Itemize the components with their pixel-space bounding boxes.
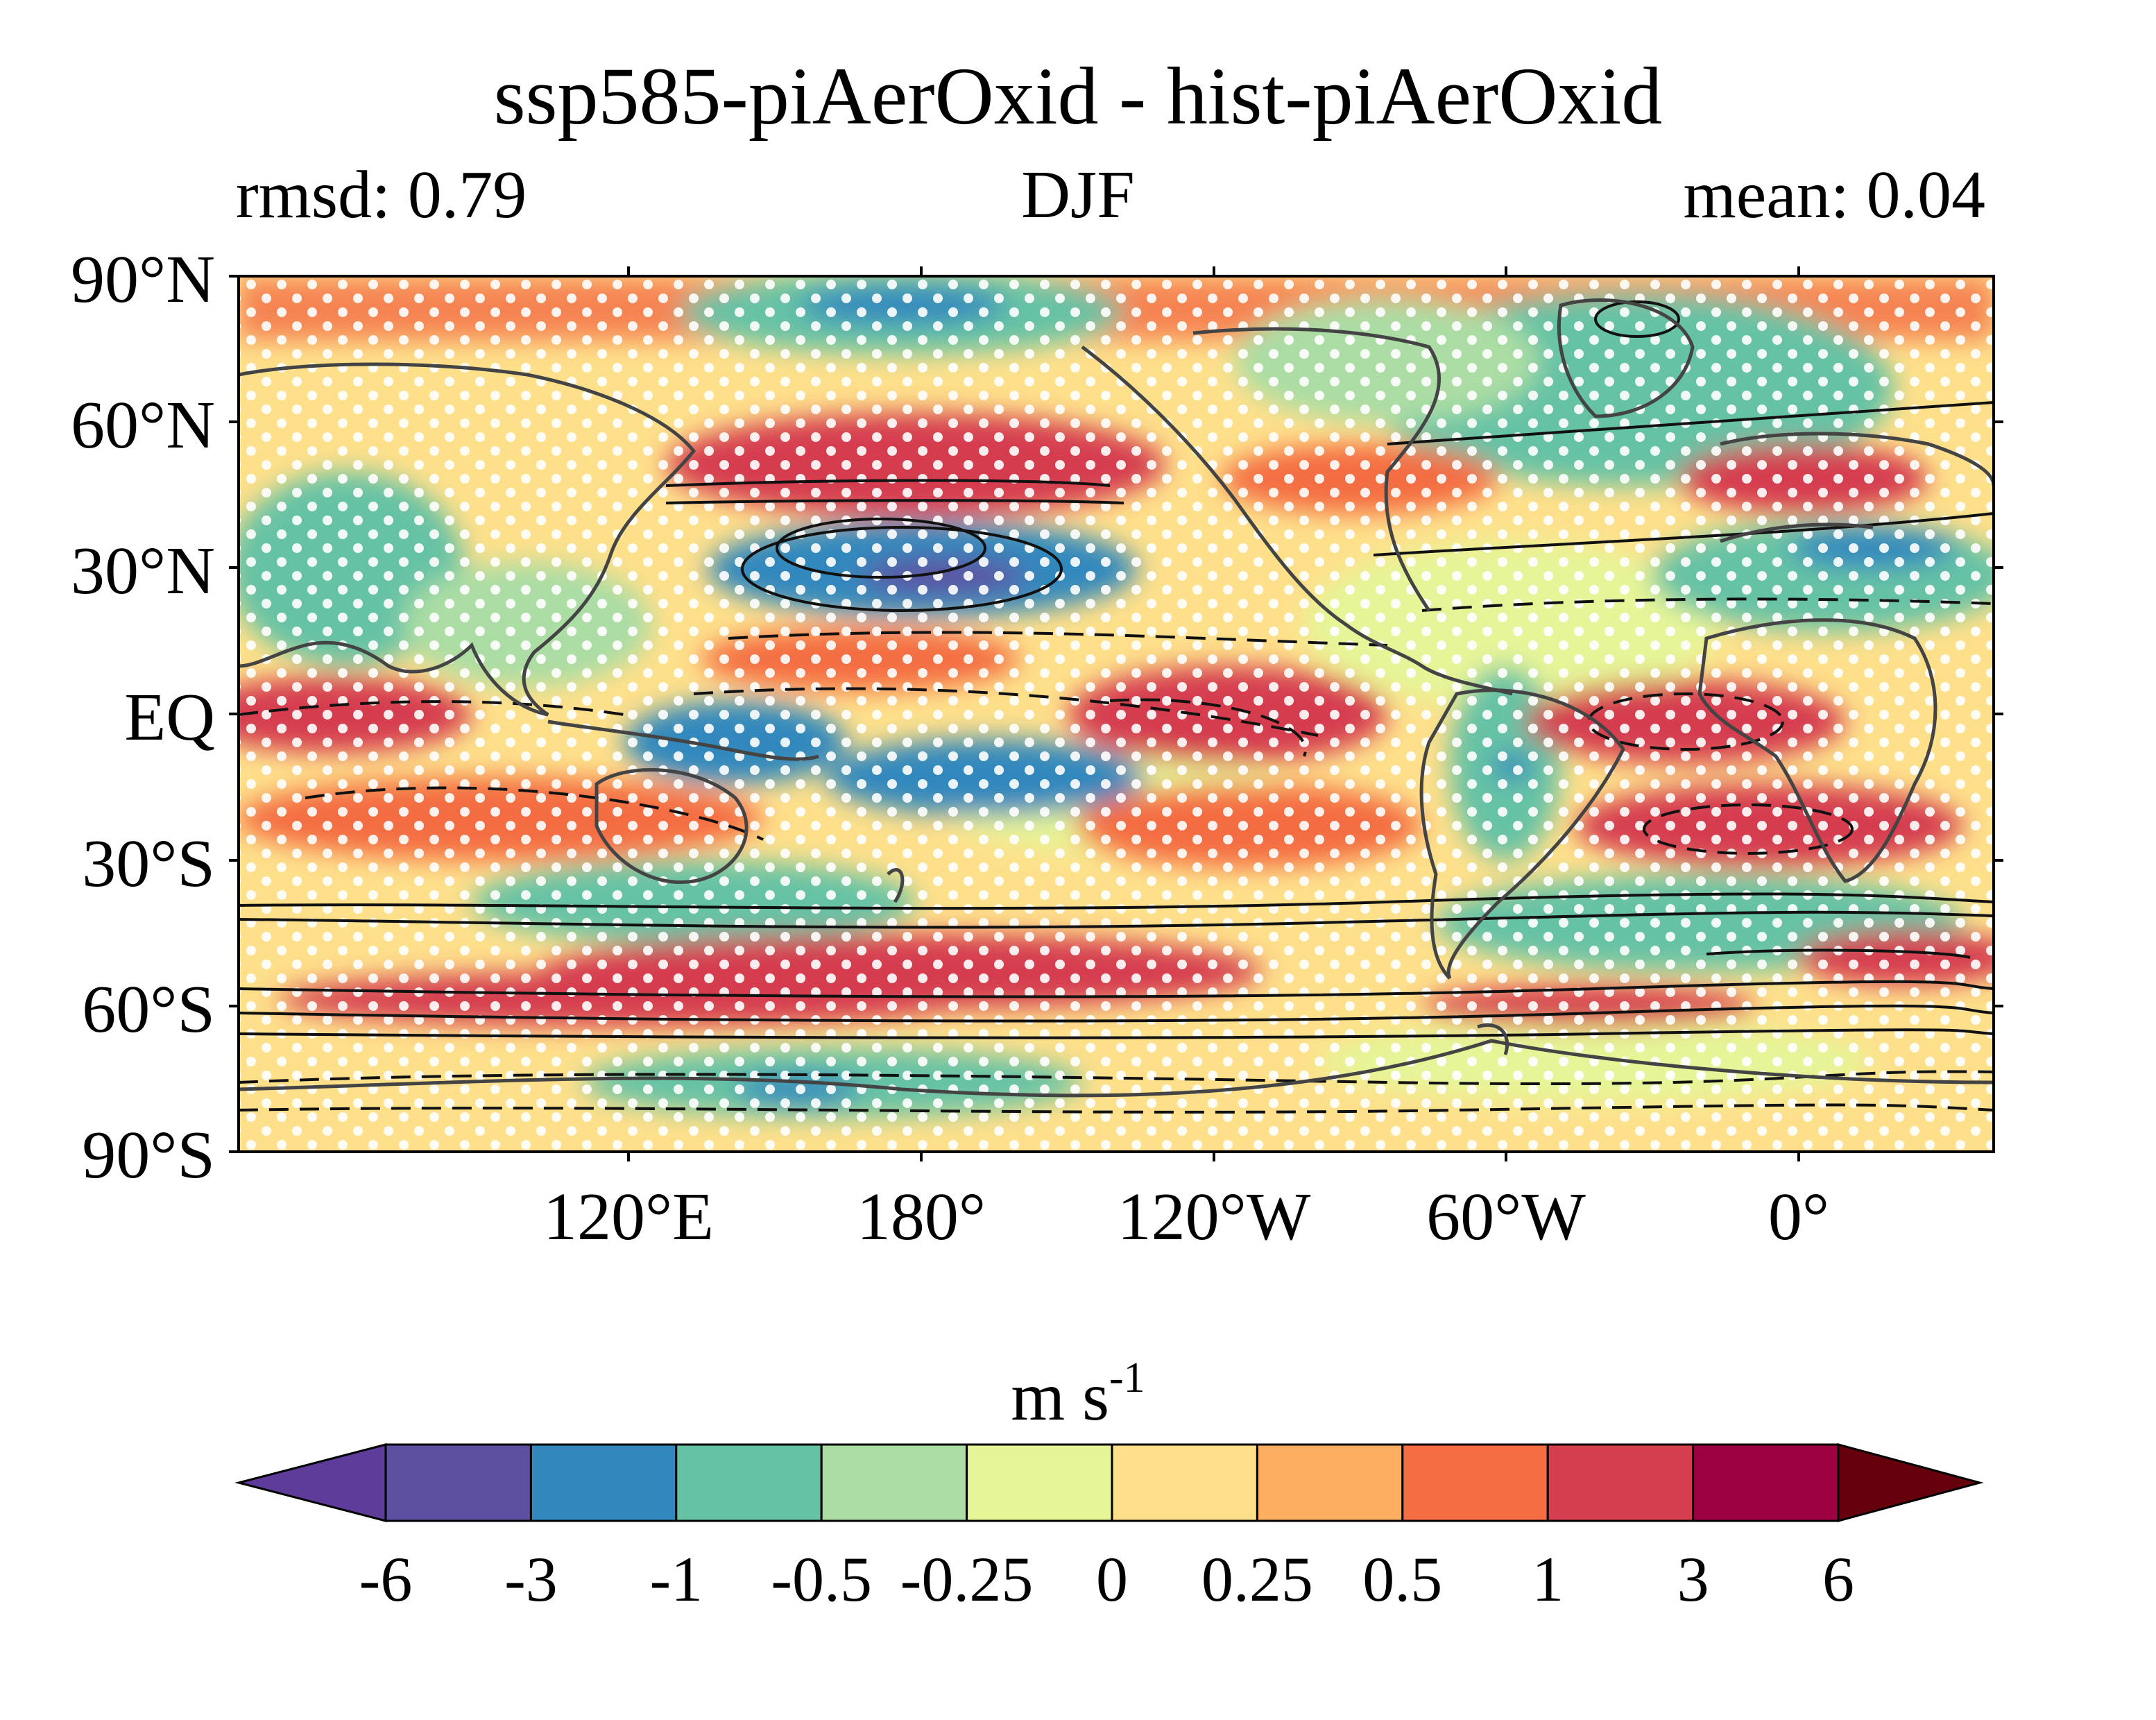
colorbar-segment	[1546, 1443, 1695, 1522]
lat-label-90n: 90°N	[71, 242, 215, 317]
colorbar-tick-label: -0.25	[900, 1544, 1034, 1615]
lat-label-eq: EQ	[124, 680, 215, 755]
colorbar-segment	[1256, 1443, 1404, 1522]
lat-label-90s: 90°S	[82, 1118, 215, 1193]
wind-anomaly-field	[239, 276, 1994, 1152]
colorbar-tick-label: -1	[649, 1544, 703, 1615]
lon-label-180: 180°	[856, 1180, 986, 1254]
lon-label-120w: 120°W	[1117, 1180, 1311, 1254]
colorbar-segment	[529, 1443, 678, 1522]
colorbar-segment	[675, 1443, 823, 1522]
colorbar-segment	[1111, 1443, 1258, 1522]
colorbar-segment	[1401, 1443, 1549, 1522]
colorbar-tick-label: 0.5	[1362, 1544, 1443, 1615]
colorbar-tick-label: -3	[504, 1544, 558, 1615]
climatology-contours	[239, 300, 1994, 1039]
axis-ticks	[229, 266, 2003, 1161]
lat-label-60s: 60°S	[82, 972, 215, 1047]
lat-label-30s: 30°S	[82, 826, 215, 901]
colorbar-segment	[966, 1443, 1113, 1522]
lon-label-0: 0°	[1768, 1180, 1830, 1254]
colorbar-extend-low	[234, 1443, 387, 1522]
colorbar-segment	[820, 1443, 968, 1522]
negative-contours	[239, 597, 1994, 1114]
units-exponent: -1	[1109, 1354, 1145, 1402]
colorbar-units: m s-1	[0, 1356, 2156, 1431]
colorbar-extend-high	[1837, 1443, 1984, 1522]
colorbar-tick-label: 0.25	[1201, 1544, 1313, 1615]
colorbar-tick-label: 1	[1532, 1544, 1564, 1615]
coastlines	[239, 298, 1994, 1098]
season-label: DJF	[1021, 157, 1135, 232]
colorbar-tick-label: -6	[359, 1544, 413, 1615]
units-base: m s	[1011, 1358, 1110, 1435]
colorbar	[234, 1443, 1984, 1522]
lon-label-60w: 60°W	[1426, 1180, 1586, 1254]
colorbar-tick-label: 6	[1822, 1544, 1854, 1615]
colorbar-tick-label: -0.5	[771, 1544, 873, 1615]
rmsd-label: rmsd: 0.79	[236, 157, 527, 232]
lat-label-30n: 30°N	[71, 534, 215, 608]
colorbar-segment	[384, 1443, 532, 1522]
colorbar-segment	[1692, 1443, 1840, 1522]
mean-label: mean: 0.04	[1683, 157, 1985, 232]
colorbar-tick-label: 3	[1677, 1544, 1709, 1615]
colorbar-tick-label: 0	[1096, 1544, 1128, 1615]
lat-label-60n: 60°N	[71, 388, 215, 463]
lon-label-120e: 120°E	[542, 1180, 715, 1254]
map-title: ssp585-piAerOxid - hist-piAerOxid	[493, 51, 1663, 142]
